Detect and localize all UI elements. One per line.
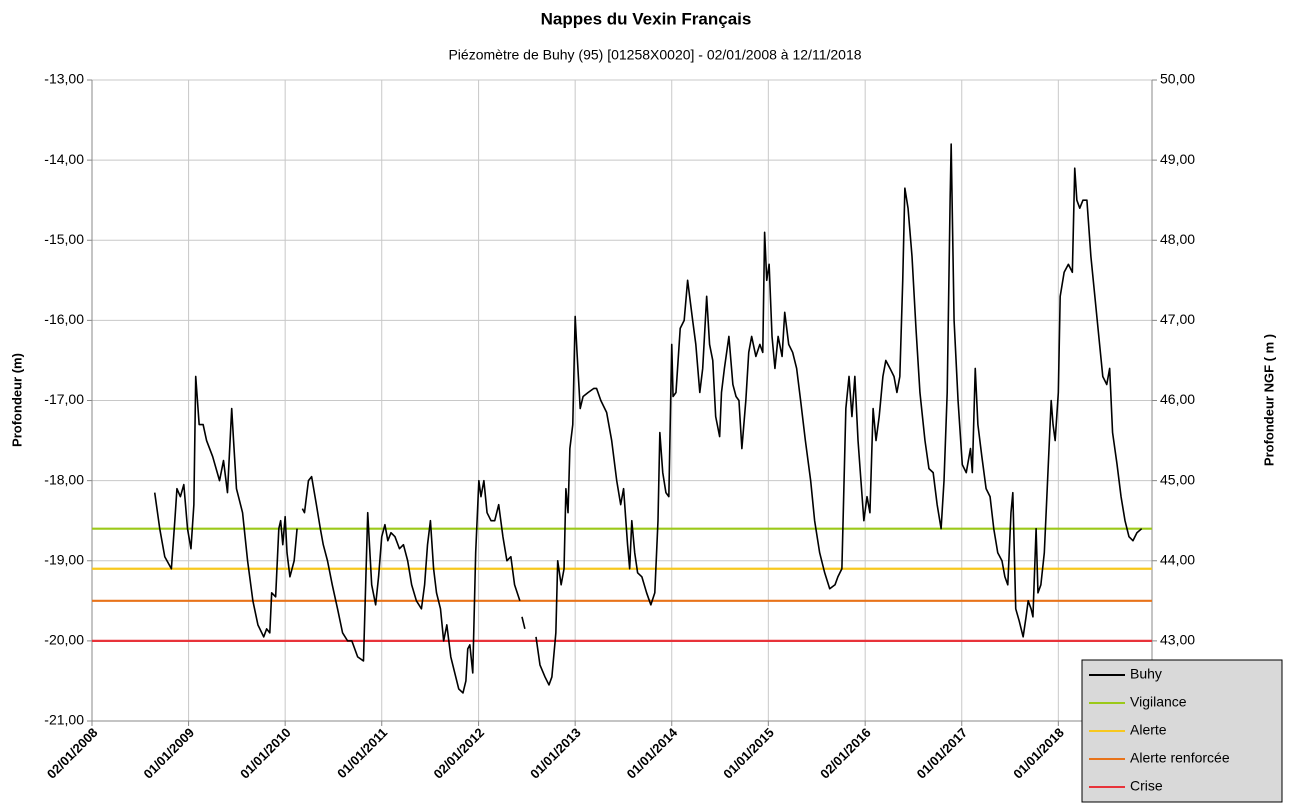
x-tick-label: 01/01/2011 xyxy=(334,725,390,781)
legend-label: Alerte renforcée xyxy=(1130,750,1230,766)
x-tick-label: 01/01/2018 xyxy=(1010,725,1067,782)
x-tick-label: 01/01/2009 xyxy=(141,725,198,782)
x-tick-label: 01/01/2017 xyxy=(914,725,971,782)
y2-tick-label: 48,00 xyxy=(1160,231,1195,247)
y2-axis-label: Profondeur NGF ( m ) xyxy=(1261,334,1276,466)
y-tick-label: -20,00 xyxy=(44,632,84,648)
chart-title: Nappes du Vexin Français xyxy=(541,9,752,28)
y-tick-label: -14,00 xyxy=(44,151,84,167)
legend-label: Vigilance xyxy=(1130,694,1187,710)
x-tick-label: 01/01/2013 xyxy=(527,725,584,782)
legend-label: Alerte xyxy=(1130,722,1167,738)
y-tick-label: -17,00 xyxy=(44,391,84,407)
y2-tick-label: 44,00 xyxy=(1160,551,1195,567)
x-tick-label: 01/01/2010 xyxy=(237,725,294,782)
y-tick-label: -15,00 xyxy=(44,231,84,247)
x-tick-label: 01/01/2014 xyxy=(624,724,681,781)
legend-label: Buhy xyxy=(1130,666,1162,682)
y2-tick-label: 45,00 xyxy=(1160,471,1195,487)
y-tick-label: -13,00 xyxy=(44,71,84,87)
y-tick-label: -21,00 xyxy=(44,712,84,728)
x-tick-label: 02/01/2012 xyxy=(431,725,488,782)
y-tick-label: -18,00 xyxy=(44,471,84,487)
y-axis-label: Profondeur (m) xyxy=(9,353,24,447)
y2-tick-label: 49,00 xyxy=(1160,151,1195,167)
y-tick-label: -19,00 xyxy=(44,551,84,567)
y2-tick-label: 43,00 xyxy=(1160,632,1195,648)
y2-tick-label: 50,00 xyxy=(1160,71,1195,87)
chart-subtitle: Piézomètre de Buhy (95) [01258X0020] - 0… xyxy=(448,47,861,63)
legend-label: Crise xyxy=(1130,778,1163,794)
y2-tick-label: 46,00 xyxy=(1160,391,1195,407)
x-tick-label: 01/01/2015 xyxy=(720,725,777,782)
y-tick-label: -16,00 xyxy=(44,311,84,327)
x-tick-label: 02/01/2016 xyxy=(817,725,874,782)
x-tick-label: 02/01/2008 xyxy=(44,725,101,782)
series-line xyxy=(153,143,1143,694)
y2-tick-label: 47,00 xyxy=(1160,311,1195,327)
